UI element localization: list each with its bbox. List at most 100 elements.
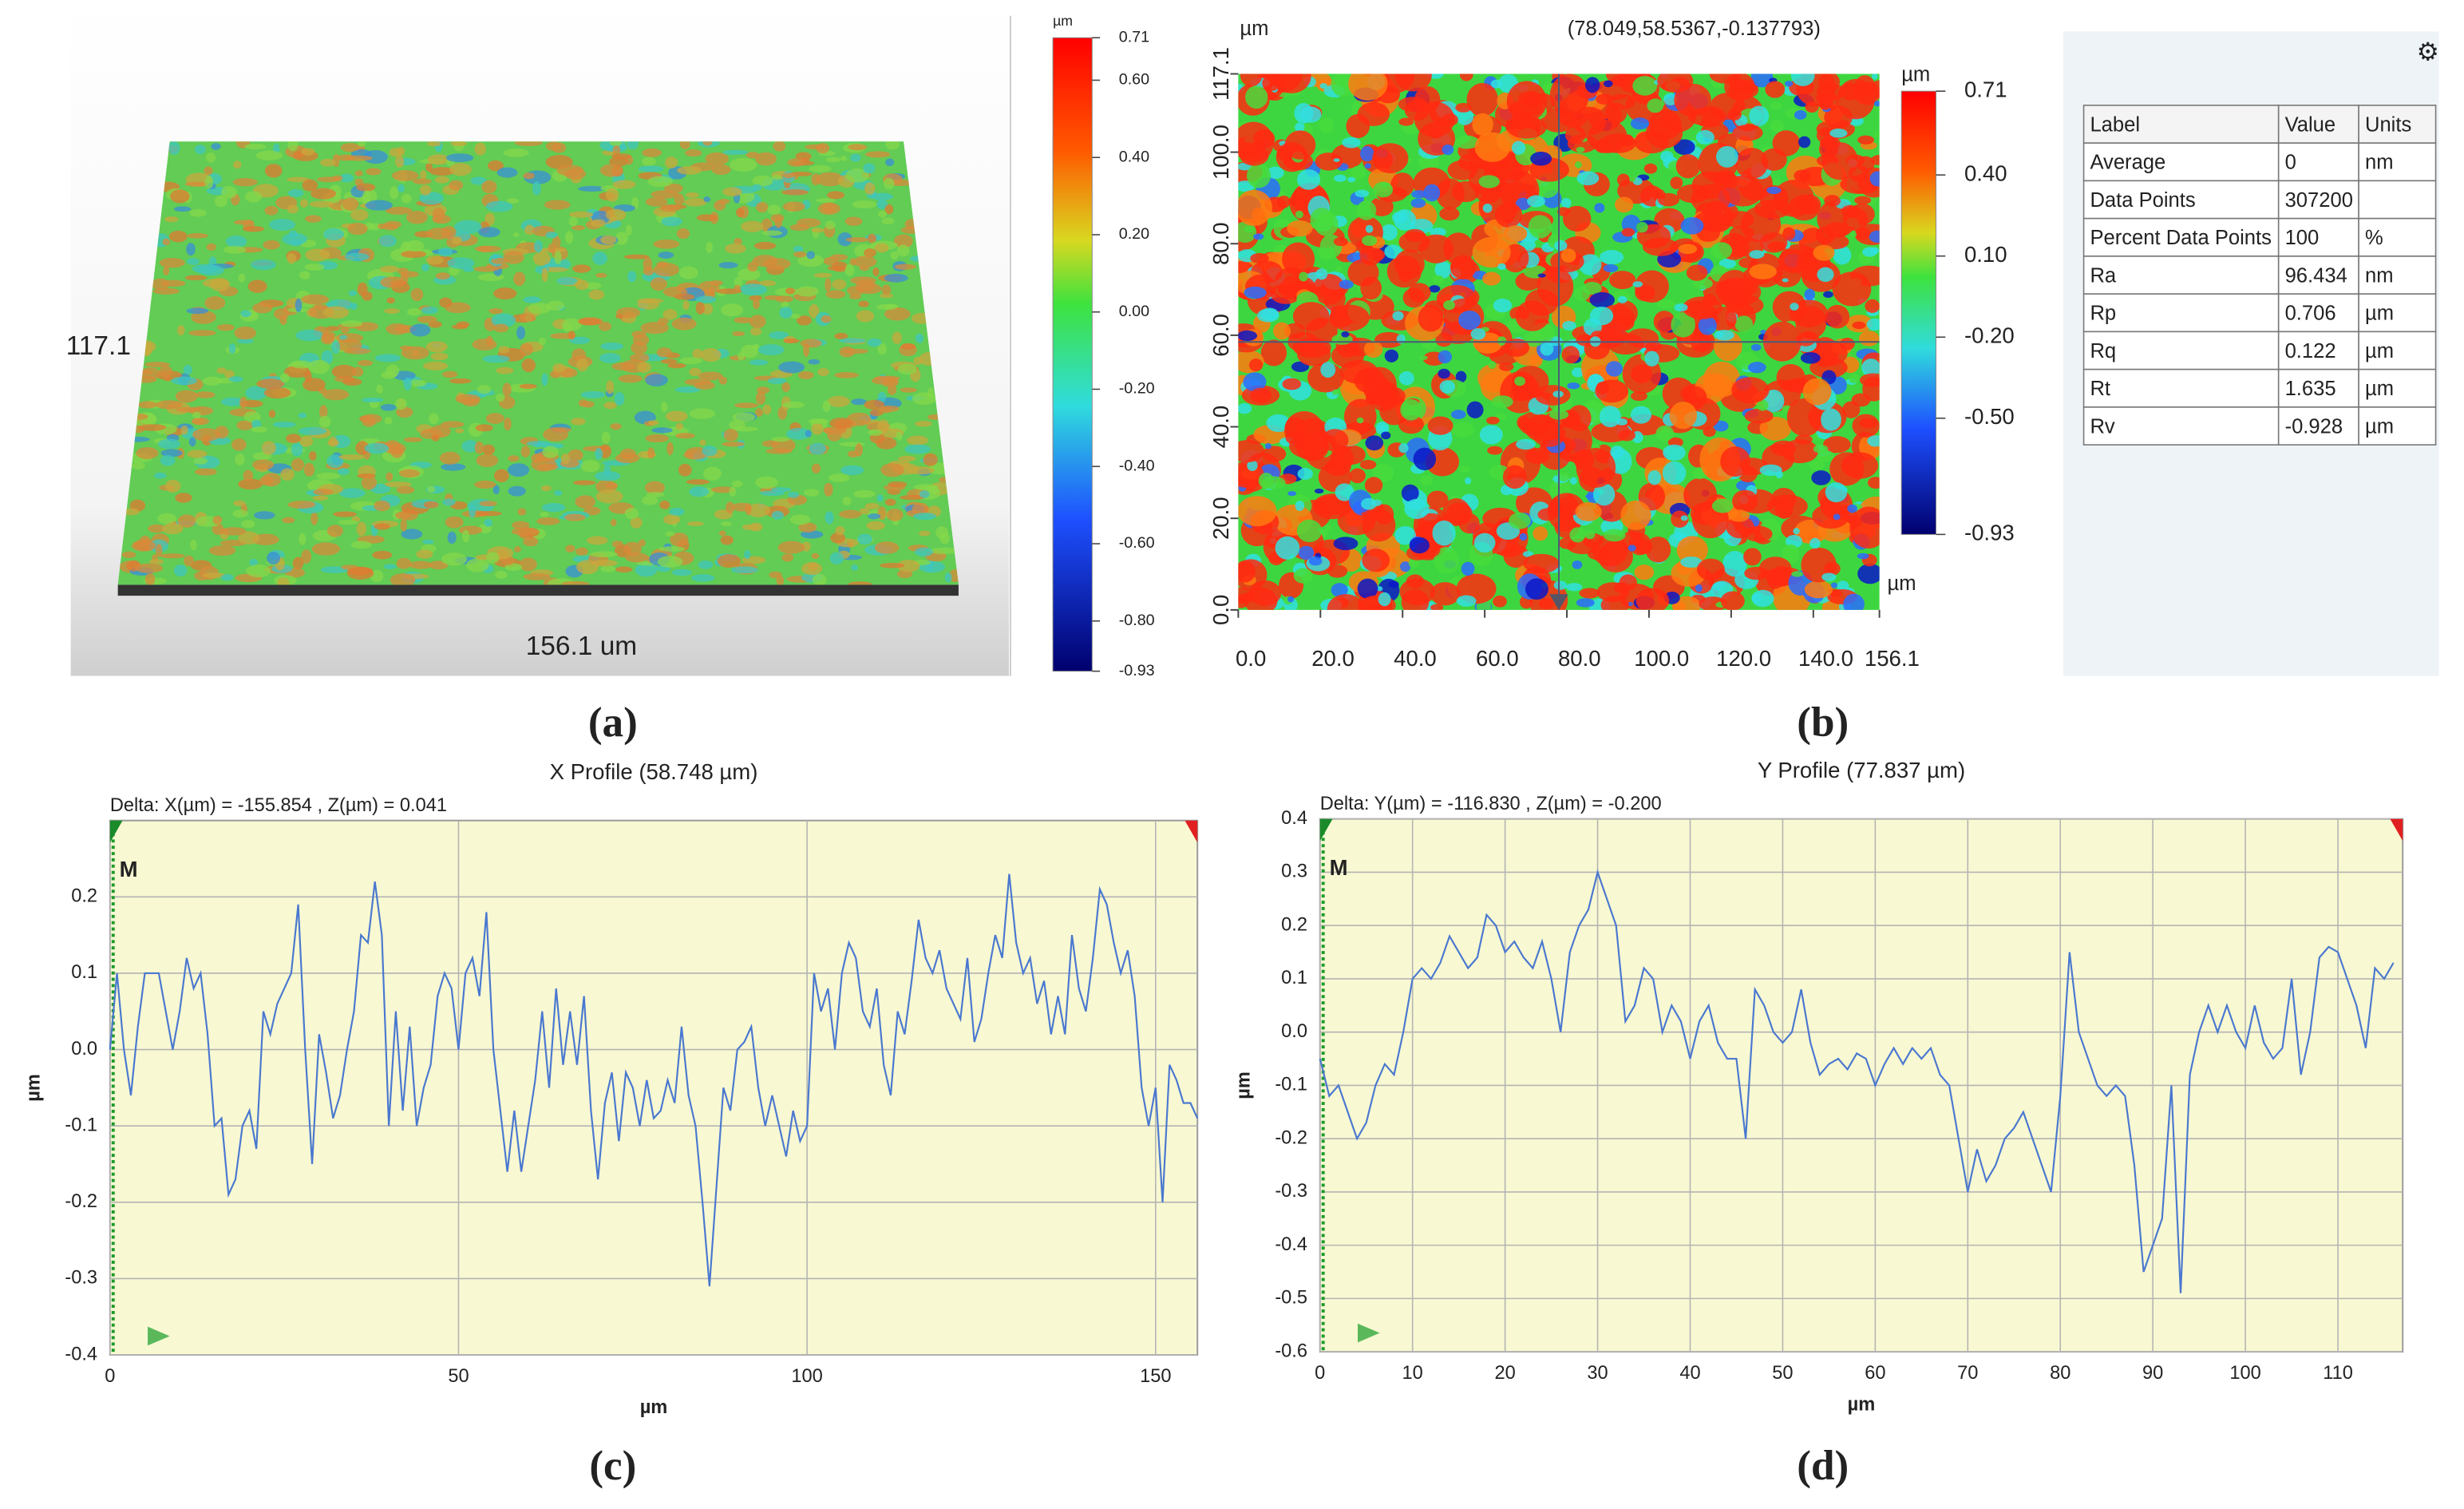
texture-spot (202, 572, 225, 579)
texture-spot (528, 303, 552, 315)
texture-spot (650, 277, 667, 291)
texture-spot (809, 164, 832, 173)
texture-spot (1321, 429, 1349, 452)
x-tick-label: 0 (105, 1366, 115, 1387)
texture-spot (1589, 307, 1614, 326)
texture-spot (1450, 255, 1477, 279)
texture-spot (176, 325, 185, 336)
texture-spot (405, 240, 425, 252)
texture-spot (184, 275, 208, 281)
texture-spot (269, 219, 295, 232)
texture-spot (757, 344, 785, 355)
texture-spot (1589, 291, 1616, 308)
texture-spot (1238, 121, 1274, 163)
texture-spot (1728, 81, 1759, 99)
texture-spot (192, 457, 208, 465)
texture-spot (662, 309, 678, 320)
texture-spot (168, 141, 180, 156)
texture-spot (630, 353, 650, 362)
texture-spot (1439, 380, 1456, 394)
texture-spot (623, 541, 642, 556)
texture-spot (595, 272, 607, 278)
texture-spot (498, 346, 510, 354)
texture-spot (611, 153, 632, 160)
texture-spot (816, 197, 836, 204)
texture-spot (1603, 529, 1626, 542)
table-value: % (2365, 227, 2383, 249)
texture-spot (1442, 498, 1471, 526)
texture-spot (507, 463, 530, 477)
texture-spot (1458, 310, 1481, 331)
texture-spot (747, 262, 758, 272)
settings-icon[interactable]: ⚙ (2417, 37, 2439, 65)
texture-spot (1782, 278, 1789, 283)
texture-spot (287, 176, 310, 183)
texture-spot (1372, 143, 1409, 174)
colorbar-tick-label: -0.80 (1119, 612, 1155, 629)
texture-spot (679, 141, 690, 149)
texture-spot (220, 527, 247, 536)
texture-spot (864, 503, 880, 510)
texture-spot (915, 420, 932, 427)
texture-spot (430, 352, 449, 361)
texture-spot (603, 463, 611, 477)
texture-spot (1378, 425, 1388, 432)
texture-spot (305, 215, 322, 223)
texture-spot (1464, 477, 1472, 485)
texture-spot (225, 235, 247, 248)
texture-spot (520, 314, 536, 323)
texture-spot (1238, 189, 1272, 226)
texture-spot (1419, 355, 1428, 360)
texture-spot (1553, 580, 1568, 590)
texture-spot (238, 478, 263, 490)
texture-spot (277, 577, 290, 585)
texture-spot (734, 284, 742, 292)
y-tick-label: 60.0 (1208, 314, 1233, 357)
texture-spot (808, 358, 821, 365)
texture-spot (1414, 101, 1455, 137)
texture-spot (184, 181, 209, 187)
texture-spot (421, 263, 429, 271)
texture-spot (1284, 130, 1316, 160)
table-cell (2358, 180, 2437, 220)
texture-spot (834, 332, 848, 340)
texture-spot (656, 261, 669, 268)
texture-spot (683, 198, 707, 207)
texture-spot (1743, 548, 1762, 566)
texture-spot (749, 327, 762, 336)
texture-spot (1720, 591, 1745, 610)
table-value: µm (2365, 415, 2394, 438)
texture-spot (326, 525, 343, 537)
texture-spot (188, 330, 216, 336)
texture-spot (1849, 231, 1857, 238)
texture-spot (777, 406, 788, 420)
texture-spot (469, 504, 476, 518)
texture-spot (700, 348, 722, 362)
texture-spot (363, 149, 388, 164)
texture-spot (519, 557, 537, 572)
texture-spot (686, 521, 704, 526)
texture-spot (173, 564, 188, 576)
texture-spot (488, 307, 504, 315)
table-cell (2277, 142, 2359, 182)
texture-spot (544, 200, 571, 210)
texture-spot (1320, 362, 1336, 378)
table-value: Rq (2090, 340, 2116, 362)
texture-spot (408, 379, 427, 387)
texture-spot (1782, 227, 1796, 240)
table-value: Rv (2090, 415, 2114, 438)
texture-spot (1563, 504, 1580, 516)
texture-spot (600, 565, 616, 572)
table-cell (2358, 331, 2437, 370)
texture-spot (192, 411, 201, 419)
texture-spot (1756, 399, 1769, 411)
texture-spot (1770, 101, 1782, 110)
texture-spot (896, 244, 910, 257)
texture-spot (845, 237, 869, 243)
cursor-flag (2390, 818, 2403, 842)
texture-spot (864, 151, 891, 158)
texture-spot (1298, 545, 1315, 560)
texture-spot (243, 469, 254, 481)
texture-spot (1608, 93, 1635, 109)
y-tick-label: -0.3 (1275, 1181, 1307, 1202)
